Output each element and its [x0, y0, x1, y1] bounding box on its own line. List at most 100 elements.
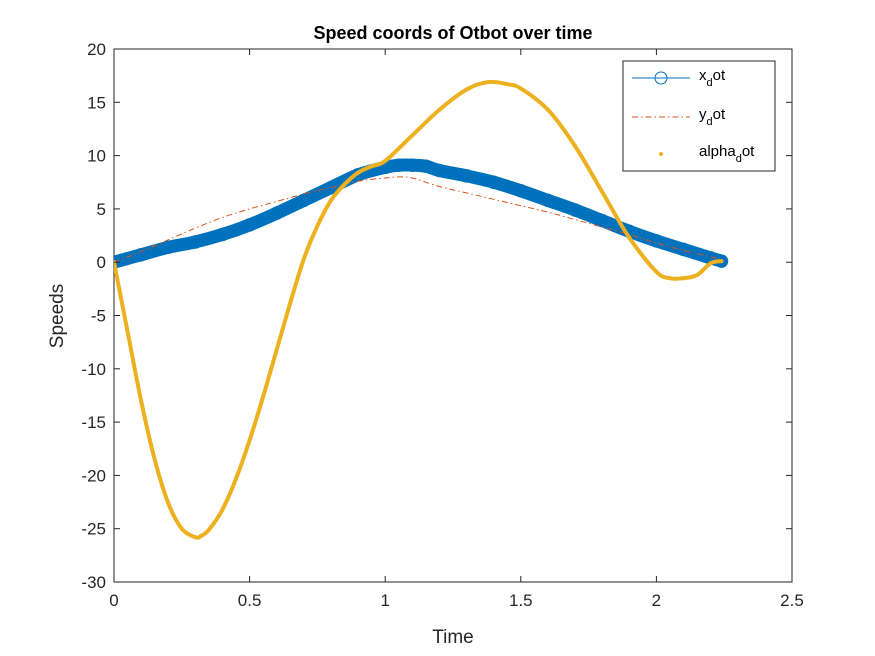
- x-dot-point: [161, 240, 175, 255]
- legend-entry: ydot: [632, 106, 726, 128]
- series-alpha-dot: [114, 79, 724, 540]
- x-dot-point: [134, 247, 148, 262]
- legend-label: ydot: [699, 106, 726, 128]
- x-dot-point: [514, 184, 528, 198]
- alpha-dot-point: [369, 164, 374, 169]
- y-tick-label: 15: [87, 93, 106, 112]
- y-tick-label: -30: [81, 573, 106, 592]
- alpha-dot-point: [261, 394, 266, 399]
- x-tick-label: 0: [109, 591, 118, 610]
- alpha-dot-point: [166, 501, 171, 506]
- alpha-dot-point: [247, 438, 252, 443]
- alpha-dot-point: [437, 107, 442, 112]
- x-dot-point: [242, 218, 257, 232]
- x-dot-point: [459, 169, 474, 183]
- y-axis-label: Speeds: [47, 284, 68, 348]
- legend-label: alphadot: [699, 143, 755, 165]
- x-dot-line: [114, 164, 722, 263]
- x-dot-point: [297, 193, 311, 208]
- x-tick-label: 1: [380, 591, 389, 610]
- alpha-dot-point: [206, 527, 211, 532]
- alpha-dot-point: [708, 261, 713, 266]
- legend-label-sub: d: [707, 116, 713, 128]
- legend-swatch-marker: [654, 71, 668, 85]
- legend-label-tail: ot: [742, 143, 755, 160]
- x-dot-point: [486, 175, 501, 189]
- x-dot-point: [568, 203, 582, 217]
- alpha-dot-point: [681, 276, 686, 281]
- alpha-dot-point: [383, 158, 388, 163]
- alpha-dot-point: [328, 198, 333, 203]
- legend-label-sub: d: [736, 153, 742, 165]
- x-dot-point: [595, 213, 609, 228]
- alpha-dot-point: [220, 507, 225, 512]
- alpha-dot-point: [274, 347, 279, 352]
- alpha-dot-point: [179, 526, 184, 531]
- y-tick-label: -20: [81, 466, 106, 485]
- legend-swatch-marker: [659, 152, 663, 156]
- y-tick-label: 0: [97, 253, 106, 272]
- legend-label-tail: ot: [713, 67, 726, 84]
- x-dot-point: [541, 193, 555, 208]
- y-tick-label: 20: [87, 40, 106, 59]
- legend-label-sub: d: [707, 77, 713, 89]
- alpha-dot-point: [667, 276, 672, 281]
- alpha-dot-point: [600, 189, 605, 194]
- y-tick-label: 10: [87, 147, 106, 166]
- legend-label-main: alpha: [699, 143, 736, 160]
- ticks-layer: 0 0.5 1 1.5 2 2.5 -30 -25 -20 -15 -10 -5 0 5 10 15 20: [81, 40, 803, 610]
- alpha-dot-point: [234, 476, 239, 481]
- y-tick-label: -10: [81, 360, 106, 379]
- alpha-dot-point: [410, 133, 415, 138]
- alpha-dot-point: [288, 300, 293, 305]
- alpha-dot-point: [301, 257, 306, 262]
- series-layer: [114, 79, 729, 540]
- alpha-dot-point: [193, 535, 198, 540]
- alpha-dot-point: [695, 272, 700, 277]
- x-tick-label: 2.5: [780, 591, 804, 610]
- y-tick-label: -5: [91, 307, 106, 326]
- y-tick-label: 5: [97, 200, 106, 219]
- x-axis-label: Time: [432, 627, 474, 648]
- x-dot-point: [188, 235, 203, 249]
- y-tick-label: -15: [81, 413, 106, 432]
- x-dot-point: [419, 159, 433, 174]
- legend-label: xdot: [699, 67, 726, 89]
- alpha-dot-point: [356, 170, 361, 175]
- alpha-dot-point: [627, 235, 632, 240]
- chart-title: Speed coords of Otbot over time: [313, 23, 592, 43]
- x-dot-point: [405, 158, 420, 172]
- legend-label-main: x: [699, 67, 707, 84]
- alpha-dot-point: [464, 87, 469, 92]
- x-tick-label: 2: [652, 591, 661, 610]
- x-dot-point: [215, 227, 230, 242]
- x-tick-label: 1.5: [509, 591, 533, 610]
- legend-entry: xdot: [632, 67, 726, 89]
- x-dot-point: [269, 206, 284, 220]
- alpha-dot-point: [486, 80, 491, 85]
- x-dot-point: [432, 163, 447, 178]
- alpha-dot-point: [545, 107, 550, 112]
- alpha-dot-point: [719, 259, 724, 264]
- alpha-dot-point: [125, 329, 130, 334]
- legend-entry: alphadot: [659, 143, 755, 165]
- legend-label-tail: ot: [713, 106, 726, 123]
- alpha-dot-point: [518, 86, 523, 91]
- alpha-dot-point: [152, 457, 157, 462]
- x-dot-point: [324, 180, 338, 195]
- alpha-dot-point: [505, 82, 510, 87]
- x-dot-point: [392, 158, 406, 172]
- alpha-dot-point: [315, 223, 320, 228]
- legend-label-main: y: [699, 106, 707, 123]
- y-tick-label: -25: [81, 520, 106, 539]
- x-tick-label: 0.5: [238, 591, 262, 610]
- alpha-dot-point: [573, 144, 578, 149]
- alpha-dot-point: [654, 269, 659, 274]
- legend-box: [622, 60, 776, 172]
- alpha-dot-point: [342, 182, 347, 187]
- x-dot-point: [676, 242, 691, 257]
- alpha-dot-point: [139, 398, 144, 403]
- alpha-dot-point: [198, 534, 203, 539]
